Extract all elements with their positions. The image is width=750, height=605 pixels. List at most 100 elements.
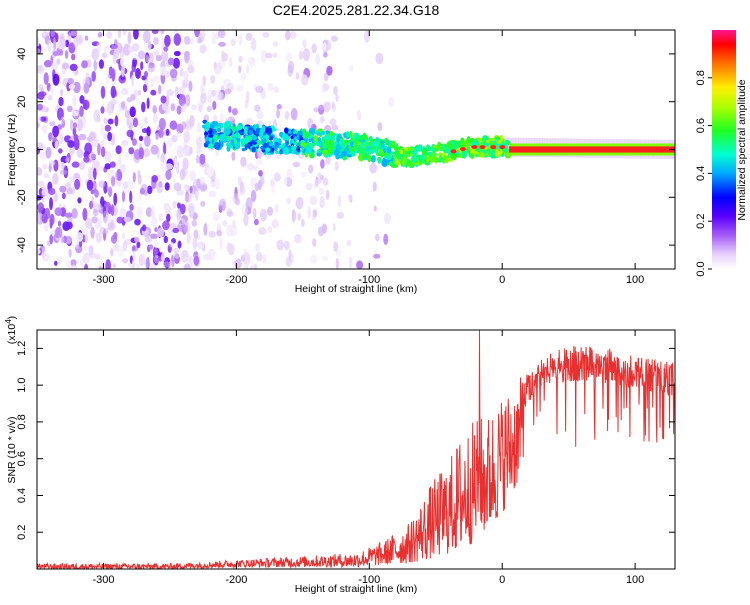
spectrogram-cell — [155, 54, 162, 62]
colorbar-ticks: 0.0 0.2 0.4 0.6 0.8 — [695, 70, 712, 277]
spectrogram-ridge — [377, 159, 382, 164]
spectrogram-cell — [203, 223, 208, 236]
spectrogram-cell — [138, 135, 144, 142]
spectrogram-cell — [130, 130, 134, 141]
spectrogram-cell — [181, 103, 187, 113]
spectrogram-cell — [137, 174, 142, 185]
spectrogram-ridge — [470, 141, 478, 146]
spectrogram-cell — [255, 159, 263, 166]
spectrogram-ridge — [294, 136, 298, 142]
spectrogram-cell — [165, 163, 173, 170]
spectrogram-cell — [37, 121, 40, 129]
spectrogram-cell — [222, 219, 228, 227]
spectrogram-ridge — [267, 127, 273, 135]
spectrogram-ridge — [279, 149, 283, 155]
spectrogram-cell — [196, 37, 202, 44]
spectrogram-cell — [49, 234, 54, 245]
spectrogram-cell — [58, 148, 63, 154]
spectrogram-cell — [183, 36, 190, 42]
spectrogram-cell — [88, 200, 94, 210]
spectrogram-cell — [213, 62, 222, 75]
spectrogram-cell — [207, 248, 215, 261]
spectrogram-cell — [103, 133, 108, 140]
spectrogram-cell — [202, 75, 206, 87]
spectrogram-cell — [216, 230, 223, 237]
spectrogram-cell — [72, 95, 77, 107]
colorbar-tick-label: 0.4 — [695, 166, 707, 181]
spectrogram-cell — [37, 211, 41, 225]
spectrogram-cell — [117, 30, 122, 39]
spectrogram-ridge — [381, 159, 388, 167]
spectrogram-ridge — [330, 137, 336, 142]
spectrogram-cell — [163, 142, 167, 155]
spectrogram-ytick-label: 20 — [16, 96, 28, 108]
spectrogram-cell — [301, 74, 309, 86]
spectrogram-cell — [142, 30, 151, 44]
spectrogram-cell — [290, 31, 297, 39]
spectrogram-cell — [142, 83, 148, 93]
spectrogram-cell — [153, 50, 160, 57]
spectrogram-cell — [199, 83, 205, 93]
spectrogram-cell — [188, 80, 193, 92]
snr-ytick-label: 0.2 — [16, 525, 28, 540]
spectrogram-cell — [163, 202, 170, 213]
spectrogram-cell — [256, 110, 264, 120]
spectrogram-ridge — [285, 138, 289, 146]
snr-ticks: -300 -200 -100 0 100 0.2 0.4 0.6 0.8 1.0 1.2 — [16, 330, 675, 586]
snr-line — [37, 330, 675, 569]
spectrogram-cell — [275, 204, 279, 213]
spectrogram-cell — [82, 207, 88, 221]
spectrogram-cell — [98, 166, 103, 172]
spectrogram-cell — [132, 57, 138, 68]
spectrogram-ridge — [462, 140, 468, 147]
spectrogram-cell — [122, 30, 127, 36]
spectrogram-cell — [307, 206, 311, 219]
spectrogram-cell — [313, 107, 319, 113]
spectrogram-cell — [335, 258, 339, 269]
spectrogram-cell — [93, 202, 102, 211]
spectrogram-cell — [243, 248, 248, 261]
spectrogram-ridge — [467, 149, 471, 154]
spectrogram-ridge — [450, 149, 457, 154]
spectrogram-cell — [74, 178, 81, 190]
spectrogram-cell — [72, 122, 77, 129]
spectrogram-cell — [311, 43, 317, 54]
spectrogram-ridge — [391, 140, 396, 147]
spectrogram-ridge — [496, 139, 503, 144]
spectrogram-cell — [42, 164, 48, 170]
spectrogram-ridge — [479, 152, 485, 158]
spectrogram-ridge — [348, 147, 356, 152]
spectrogram-cell — [99, 123, 105, 135]
spectrogram-ridge — [315, 141, 320, 146]
spectrogram-cell — [356, 260, 364, 269]
spectrogram-cell — [179, 203, 186, 215]
spectrogram-cell — [131, 259, 135, 269]
spectrogram-cell — [336, 211, 345, 219]
spectrogram-ridge — [311, 141, 316, 147]
spectrogram-cell — [106, 31, 113, 39]
spectrogram-cell — [173, 182, 182, 192]
spectrogram-cell — [57, 220, 62, 227]
spectrogram-cell — [206, 166, 214, 177]
spectrogram-ridge — [408, 147, 415, 151]
spectrogram-cell — [71, 208, 78, 219]
spectrogram-ridge — [343, 147, 350, 153]
spectrogram-cell — [70, 259, 77, 267]
spectrogram-ridge — [417, 144, 423, 152]
spectrogram-cell — [78, 133, 87, 141]
spectrogram-cell — [88, 153, 97, 160]
snr-exponent-base: (x10 — [6, 324, 18, 345]
colorbar-tick-label: 0.0 — [695, 261, 707, 276]
spectrogram-cell — [195, 147, 202, 154]
spectrogram-ridge — [421, 148, 428, 156]
spectrogram-cell — [243, 213, 249, 227]
snr-ytick-label: 1.2 — [16, 341, 28, 356]
spectrogram-ridge — [429, 155, 435, 163]
spectrogram-ridge — [373, 147, 379, 154]
spectrogram-cell — [61, 192, 66, 200]
spectrogram-cell — [74, 47, 78, 60]
spectrogram-cell — [132, 138, 137, 146]
spectrogram-cell — [186, 59, 194, 66]
spectrogram-cell — [42, 30, 47, 37]
spectrogram-cell — [67, 77, 75, 85]
